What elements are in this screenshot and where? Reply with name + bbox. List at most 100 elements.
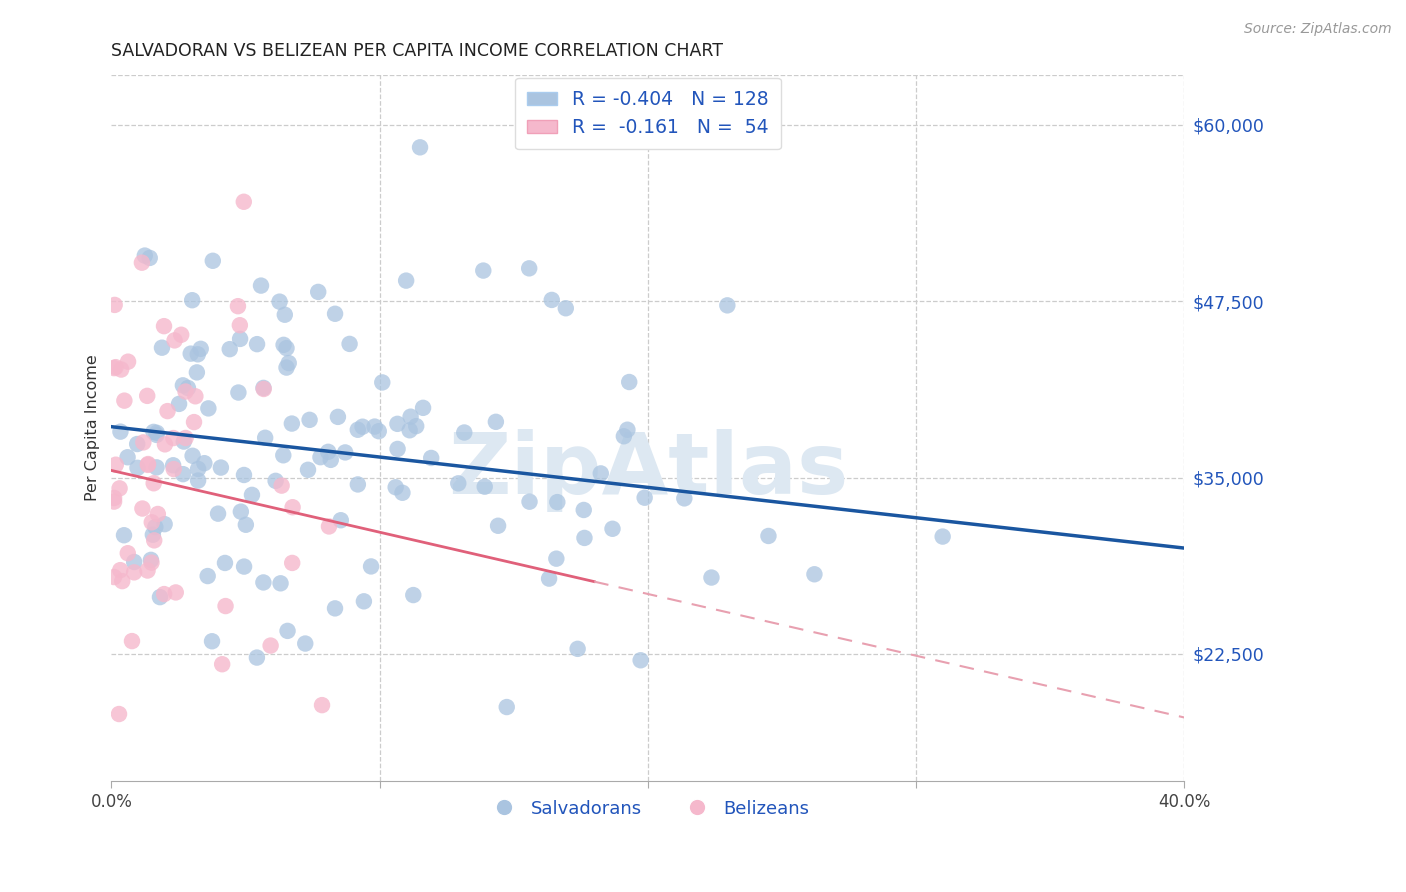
Point <box>567 641 589 656</box>
Point <box>149 590 172 604</box>
Point <box>420 450 443 465</box>
Point <box>108 706 131 721</box>
Point <box>613 429 636 443</box>
Point <box>233 467 256 482</box>
Point <box>297 463 319 477</box>
Point <box>201 634 224 648</box>
Point <box>197 401 219 416</box>
Point <box>931 530 953 544</box>
Point <box>145 460 167 475</box>
Point <box>207 507 229 521</box>
Legend: Salvadorans, Belizeans: Salvadorans, Belizeans <box>479 792 817 825</box>
Point <box>252 575 274 590</box>
Point <box>229 318 252 333</box>
Point <box>307 285 329 299</box>
Y-axis label: Per Capita Income: Per Capita Income <box>86 355 100 501</box>
Point <box>122 555 145 569</box>
Point <box>447 476 470 491</box>
Point <box>138 251 160 265</box>
Point <box>218 342 240 356</box>
Point <box>187 462 209 476</box>
Point <box>108 481 131 495</box>
Point <box>104 458 127 472</box>
Point <box>398 423 420 437</box>
Point <box>163 462 186 476</box>
Point <box>232 194 254 209</box>
Point <box>589 467 612 481</box>
Point <box>335 445 357 459</box>
Point <box>270 478 292 492</box>
Point <box>538 572 561 586</box>
Point <box>190 342 212 356</box>
Point <box>554 301 576 316</box>
Point <box>546 495 568 509</box>
Point <box>162 431 184 445</box>
Point <box>276 341 298 355</box>
Point <box>246 650 269 665</box>
Point <box>700 570 723 584</box>
Point <box>277 356 299 370</box>
Point <box>136 457 159 471</box>
Point <box>384 480 406 494</box>
Point <box>165 585 187 599</box>
Point <box>269 294 291 309</box>
Point <box>273 338 295 352</box>
Point <box>103 491 125 505</box>
Point <box>235 517 257 532</box>
Point <box>409 140 432 154</box>
Point <box>399 409 422 424</box>
Point <box>309 450 332 465</box>
Point <box>323 601 346 615</box>
Point <box>142 476 165 491</box>
Point <box>209 460 232 475</box>
Point <box>229 332 252 346</box>
Point <box>264 474 287 488</box>
Point <box>136 389 159 403</box>
Point <box>226 299 249 313</box>
Point <box>181 449 204 463</box>
Point <box>184 389 207 403</box>
Point <box>633 491 655 505</box>
Point <box>233 559 256 574</box>
Point <box>174 384 197 399</box>
Point <box>540 293 562 307</box>
Point <box>110 563 132 577</box>
Point <box>110 425 132 439</box>
Point <box>271 448 294 462</box>
Point <box>453 425 475 440</box>
Point <box>103 361 125 376</box>
Point <box>142 527 165 541</box>
Point <box>619 375 641 389</box>
Point <box>259 639 281 653</box>
Point <box>281 556 304 570</box>
Point <box>167 397 190 411</box>
Point <box>117 450 139 465</box>
Point <box>246 337 269 351</box>
Point <box>214 599 236 613</box>
Point <box>347 477 370 491</box>
Point <box>572 503 595 517</box>
Point <box>186 365 208 379</box>
Point <box>127 437 149 451</box>
Text: Source: ZipAtlas.com: Source: ZipAtlas.com <box>1244 22 1392 37</box>
Point <box>136 564 159 578</box>
Point <box>412 401 434 415</box>
Point <box>281 500 304 515</box>
Point <box>145 428 167 442</box>
Point <box>131 255 153 269</box>
Point <box>153 437 176 451</box>
Point <box>519 494 541 508</box>
Point <box>172 378 194 392</box>
Point <box>136 458 159 472</box>
Point <box>326 409 349 424</box>
Point <box>180 346 202 360</box>
Point <box>387 442 409 456</box>
Point <box>183 415 205 429</box>
Point <box>339 337 361 351</box>
Point <box>197 569 219 583</box>
Point <box>630 653 652 667</box>
Point <box>112 393 135 408</box>
Point <box>405 419 427 434</box>
Point <box>181 293 204 308</box>
Point <box>172 467 194 482</box>
